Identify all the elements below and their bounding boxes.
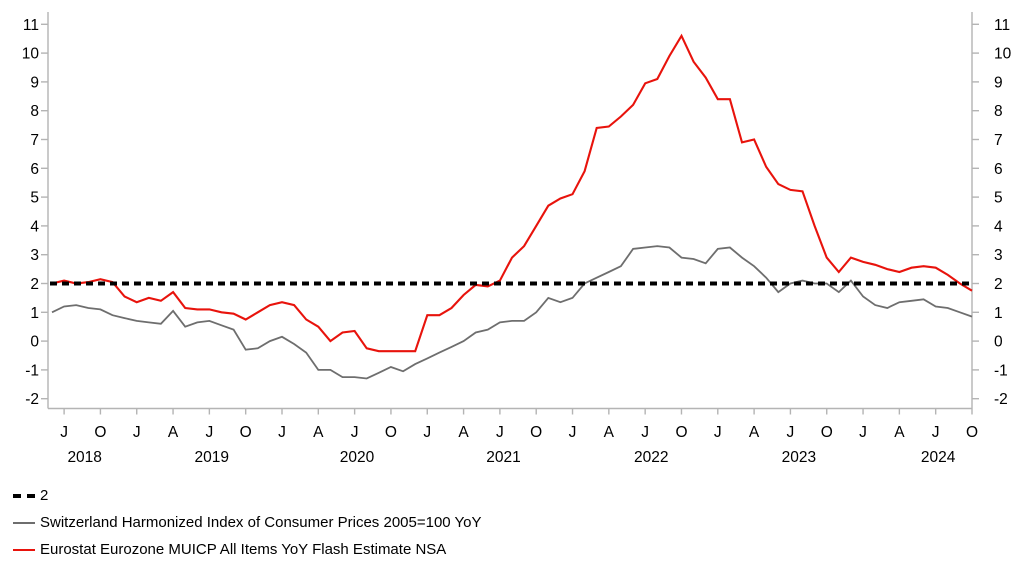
year-label: 2019 — [195, 449, 229, 466]
month-tick-label: J — [496, 424, 504, 441]
year-labels: 2018 2019 2020 2021 2022 2023 2024 — [67, 449, 955, 466]
y-tick-label-left: 8 — [30, 103, 39, 120]
month-tick-label: J — [60, 424, 68, 441]
y-tick-label-left: 0 — [30, 334, 39, 351]
month-tick-label: O — [966, 424, 978, 441]
month-tick-label: J — [205, 424, 213, 441]
month-tick-label: J — [423, 424, 431, 441]
red-line-swatch — [13, 549, 35, 551]
year-label: 2022 — [634, 449, 668, 466]
month-tick-label: A — [313, 424, 324, 441]
y-tick-label-right: 2 — [994, 276, 1003, 293]
y-tick-label-right: 8 — [994, 103, 1003, 120]
axes — [47, 12, 973, 410]
month-tick-label: A — [168, 424, 179, 441]
y-tick-label-right: 1 — [994, 305, 1003, 322]
y-tick-label-left: 7 — [30, 132, 39, 149]
y-tick-label-left: 5 — [30, 190, 39, 207]
month-tick-label: J — [569, 424, 577, 441]
year-label: 2024 — [921, 449, 956, 466]
year-label: 2018 — [67, 449, 101, 466]
month-tick-label: O — [675, 424, 687, 441]
month-tick-label: J — [278, 424, 286, 441]
y-tick-label-left: 10 — [22, 46, 40, 63]
month-tick-label: O — [94, 424, 106, 441]
y-tick-label-left: 1 — [30, 305, 39, 322]
month-tick-label: O — [530, 424, 542, 441]
month-tick-label: A — [604, 424, 615, 441]
month-tick-label: O — [240, 424, 252, 441]
series-eurozone-line — [51, 33, 973, 353]
month-tick-label: J — [714, 424, 722, 441]
year-label: 2020 — [340, 449, 375, 466]
legend-item-reference-2: 2 — [13, 488, 48, 504]
y-tick-label-right: 4 — [994, 218, 1003, 235]
month-tick-label: J — [787, 424, 795, 441]
y-tick-label-right: 6 — [994, 161, 1003, 178]
y-tick-label-right: 0 — [994, 334, 1003, 351]
y-tick-label-right: 10 — [994, 46, 1012, 63]
month-tick-label: A — [749, 424, 760, 441]
month-tick-label: O — [821, 424, 833, 441]
y-tick-label-left: -1 — [25, 362, 39, 379]
legend-item-switzerland: Switzerland Harmonized Index of Consumer… — [13, 515, 482, 531]
year-label: 2023 — [782, 449, 816, 466]
y-tick-label-right: 5 — [994, 190, 1003, 207]
month-tick-label: J — [133, 424, 141, 441]
y-tick-label-left: 3 — [30, 247, 39, 264]
month-tick-label: J — [641, 424, 649, 441]
y-tick-label-right: -1 — [994, 362, 1008, 379]
year-label: 2021 — [486, 449, 520, 466]
y-tick-label-left: 6 — [30, 161, 39, 178]
month-tick-label: A — [894, 424, 905, 441]
y-tick-label-right: -2 — [994, 391, 1008, 408]
month-tick-label: O — [385, 424, 397, 441]
legend-item-eurozone: Eurostat Eurozone MUICP All Items YoY Fl… — [13, 542, 446, 558]
month-tick-label: J — [859, 424, 867, 441]
y-tick-label-right: 7 — [994, 132, 1003, 149]
y-tick-label-left: 4 — [30, 218, 39, 235]
month-tick-label: J — [932, 424, 940, 441]
gray-line-swatch — [13, 522, 35, 524]
y-tick-label-right: 11 — [994, 17, 1010, 34]
month-tick-label: J — [351, 424, 359, 441]
y-tick-label-right: 3 — [994, 247, 1003, 264]
legend-label-eurozone: Eurostat Eurozone MUICP All Items YoY Fl… — [40, 541, 447, 558]
legend-label-reference: 2 — [40, 487, 49, 504]
y-tick-label-left: 11 — [23, 17, 39, 34]
month-tick-label: A — [458, 424, 469, 441]
y-tick-label-right: 9 — [994, 74, 1003, 91]
dashed-line-swatch — [13, 494, 35, 498]
y-tick-label-left: 2 — [30, 276, 39, 293]
legend-label-switzerland: Switzerland Harmonized Index of Consumer… — [40, 514, 482, 531]
y-tick-label-left: 9 — [30, 74, 39, 91]
y-tick-label-left: -2 — [25, 391, 39, 408]
